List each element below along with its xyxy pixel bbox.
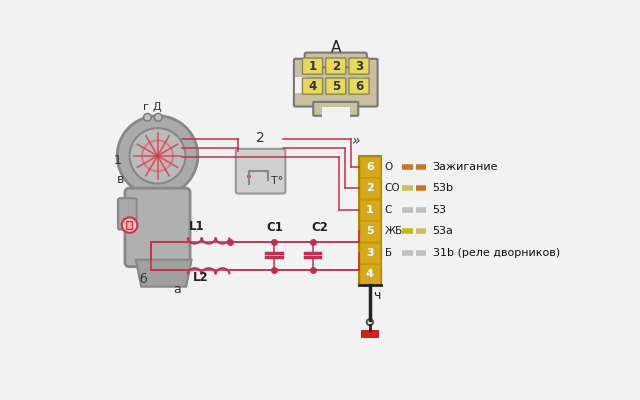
FancyBboxPatch shape [236, 149, 285, 194]
Bar [360, 200, 380, 220]
Text: в: в [116, 173, 124, 186]
Text: 2: 2 [366, 183, 374, 193]
FancyBboxPatch shape [294, 59, 378, 106]
Text: 31b (реле дворников): 31b (реле дворников) [433, 248, 560, 258]
Text: 2: 2 [256, 131, 265, 145]
Circle shape [143, 114, 151, 121]
Circle shape [142, 140, 173, 171]
Text: O: O [385, 162, 393, 172]
Text: C: C [385, 205, 392, 215]
Text: ч: ч [373, 289, 380, 302]
Text: 4: 4 [308, 80, 317, 93]
Text: б: б [140, 273, 147, 286]
Circle shape [367, 319, 373, 325]
Bar [322, 106, 349, 117]
Bar [296, 77, 307, 93]
Text: C2: C2 [311, 221, 328, 234]
Circle shape [122, 218, 138, 233]
Bar [360, 221, 380, 241]
Bar [360, 264, 380, 284]
Text: T°: T° [271, 176, 283, 186]
Text: C1: C1 [266, 221, 283, 234]
Polygon shape [136, 260, 191, 287]
Bar [355, 77, 365, 93]
FancyBboxPatch shape [125, 188, 190, 267]
Text: Б: Б [385, 248, 392, 258]
Text: 3: 3 [366, 248, 374, 258]
FancyBboxPatch shape [313, 102, 358, 116]
Text: г: г [143, 102, 149, 112]
Text: 2: 2 [332, 60, 340, 73]
Circle shape [129, 128, 186, 184]
FancyBboxPatch shape [326, 58, 346, 74]
Text: Д: Д [152, 102, 161, 112]
FancyBboxPatch shape [305, 53, 367, 67]
Text: 53b: 53b [433, 183, 454, 193]
Text: 5: 5 [332, 80, 340, 93]
Text: ЖБ: ЖБ [385, 226, 403, 236]
Text: 1: 1 [308, 60, 317, 73]
Text: 1: 1 [366, 205, 374, 215]
FancyBboxPatch shape [118, 198, 136, 230]
Bar [360, 330, 379, 338]
Circle shape [247, 175, 251, 178]
Text: а: а [173, 283, 180, 296]
Bar [360, 178, 380, 198]
FancyBboxPatch shape [349, 58, 369, 74]
Text: L1: L1 [189, 220, 204, 233]
Text: A: A [331, 40, 341, 56]
Text: 6: 6 [366, 162, 374, 172]
Text: Зажигание: Зажигание [433, 162, 498, 172]
Text: »: » [351, 134, 360, 148]
Text: 3: 3 [355, 60, 363, 73]
Circle shape [117, 116, 198, 196]
Circle shape [154, 114, 162, 121]
FancyBboxPatch shape [326, 78, 346, 94]
Text: 5: 5 [366, 226, 374, 236]
FancyBboxPatch shape [349, 78, 369, 94]
FancyBboxPatch shape [303, 58, 323, 74]
Bar [360, 243, 380, 263]
Text: 6: 6 [355, 80, 363, 93]
Text: 53a: 53a [433, 226, 454, 236]
Bar [360, 156, 380, 176]
Text: 4: 4 [366, 269, 374, 279]
Text: 53: 53 [433, 205, 447, 215]
Bar [359, 156, 381, 285]
Bar [125, 221, 132, 229]
FancyBboxPatch shape [303, 78, 323, 94]
Text: CO: CO [385, 183, 400, 193]
Text: L2: L2 [193, 270, 209, 284]
Text: 1: 1 [114, 154, 122, 166]
